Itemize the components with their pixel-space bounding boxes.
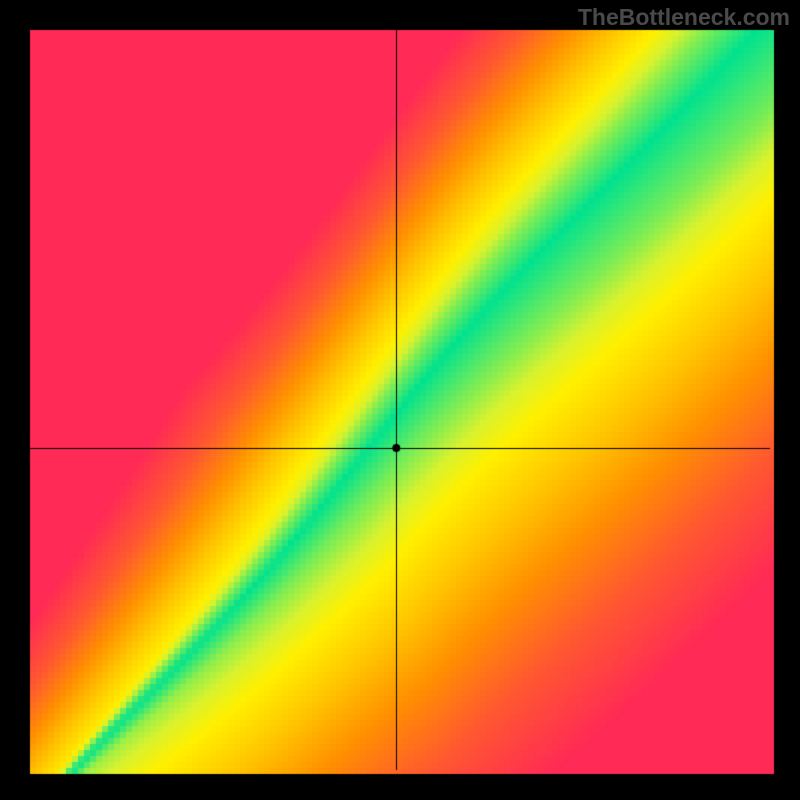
heatmap-canvas xyxy=(0,0,800,800)
bottleneck-heatmap-container: TheBottleneck.com xyxy=(0,0,800,800)
watermark-text: TheBottleneck.com xyxy=(578,4,790,31)
